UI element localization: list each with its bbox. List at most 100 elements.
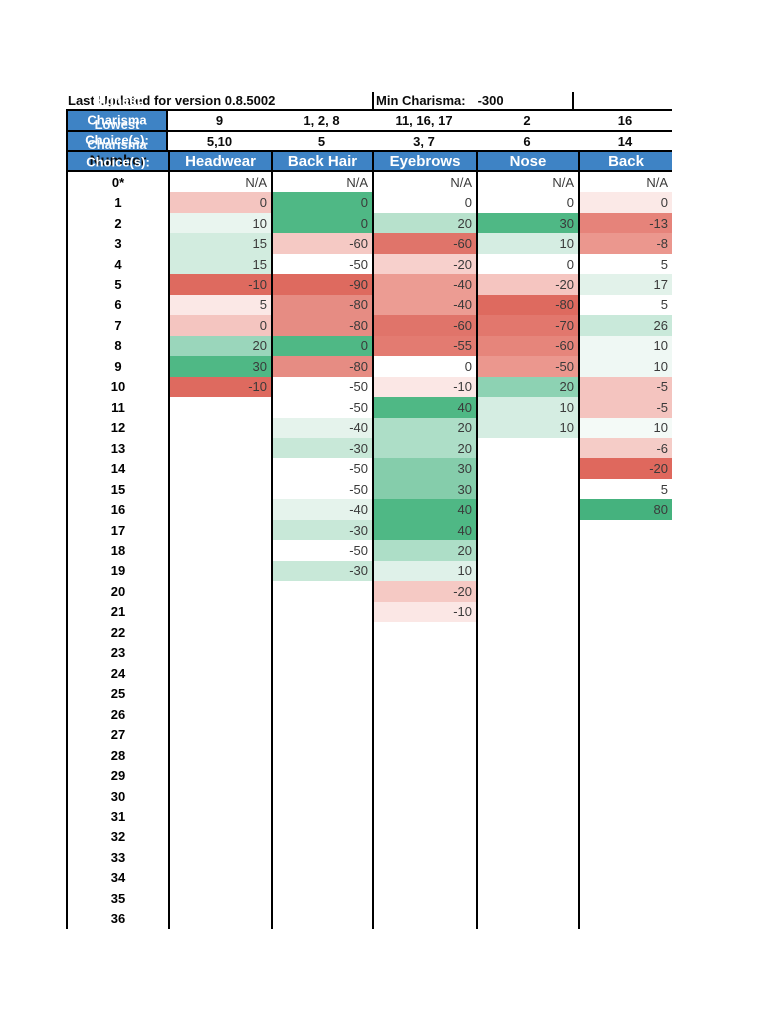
value-cell-back: -5 [578,397,672,418]
value-cell-headwear: N/A [168,172,271,193]
table-row: 2 10 0 20 30 -13 [66,212,672,234]
value-cell-back-hair [271,826,372,848]
value-cell-back-hair: 0 [271,335,372,357]
table-row: 35 [66,888,672,909]
row-number-cell: 27 [66,724,168,745]
value-cell-headwear [168,724,271,745]
value-cell-back-hair [271,888,372,909]
table-row: 21 -10 [66,601,672,623]
value-cell-eyebrows [372,744,476,766]
top-info-row: Last Updated for version 0.8.5002 Min Ch… [66,92,672,111]
value-cell-back [578,683,672,704]
value-cell-nose [476,765,578,786]
value-cell-headwear [168,908,271,929]
table-row: 32 [66,826,672,848]
table-row: 4 15 -50 -20 0 5 [66,253,672,275]
row-number-cell: 29 [66,765,168,786]
table-row: 8 20 0 -55 -60 10 [66,335,672,357]
value-cell-back-hair [271,581,372,602]
value-cell-back: 10 [578,356,672,377]
value-cell-eyebrows: 0 [372,192,476,213]
row-number-cell: 0* [66,172,168,193]
table-row: 25 [66,683,672,704]
value-cell-nose: -70 [476,315,578,336]
value-cell-headwear [168,744,271,766]
value-cell-back [578,724,672,745]
table-row: 24 [66,663,672,684]
value-cell-back [578,663,672,684]
table-row: 3 15 -60 -60 10 -8 [66,233,672,254]
value-cell-eyebrows: 20 [372,212,476,234]
value-cell-back-hair [271,785,372,807]
value-cell-eyebrows: -20 [372,253,476,275]
value-cell-headwear [168,785,271,807]
value-cell-back-hair: -80 [271,315,372,336]
highest-charisma-label-cell: Charisma Lowest [66,111,168,131]
row-number-cell: 22 [66,622,168,643]
value-cell-back: -6 [578,437,672,459]
value-cell-headwear: 0 [168,192,271,213]
charisma-table: Last Updated for version 0.8.5002 Min Ch… [66,92,672,930]
value-cell-back-hair: -60 [271,233,372,254]
value-cell-back [578,785,672,807]
header-eyebrows: Eyebrows [372,152,476,170]
value-cell-back: 10 [578,417,672,438]
value-cell-nose [476,867,578,889]
highest-nose: 2 [523,113,531,128]
value-cell-nose [476,560,578,582]
value-cell-back-hair: -50 [271,253,372,275]
value-cell-headwear: -10 [168,274,271,295]
value-cell-eyebrows [372,683,476,704]
row-number-cell: 19 [66,560,168,582]
table-row: 27 [66,724,672,745]
value-cell-back-hair [271,663,372,684]
table-row: 16 -40 40 80 [66,499,672,520]
value-cell-eyebrows: 0 [372,356,476,377]
value-cell-headwear: 0 [168,315,271,336]
value-cell-back-hair: -40 [271,417,372,438]
value-cell-nose [476,478,578,500]
value-cell-back-hair: 0 [271,212,372,234]
value-cell-nose: 0 [476,192,578,213]
header-back-hair: Back Hair [271,152,372,170]
value-cell-back-hair [271,622,372,643]
table-row: 36 [66,908,672,929]
table-row: 7 0 -80 -60 -70 26 [66,315,672,336]
value-cell-back [578,908,672,929]
value-cell-eyebrows: -60 [372,233,476,254]
value-cell-eyebrows [372,867,476,889]
row-number-cell: 28 [66,744,168,766]
row-number-cell: 7 [66,315,168,336]
table-row: 30 [66,785,672,807]
value-cell-headwear: 5 [168,294,271,316]
highest-back-hair: 1, 2, 8 [303,113,340,128]
value-cell-back [578,806,672,827]
label-choices: Choice(s): [85,132,149,148]
value-cell-back-hair: -50 [271,458,372,479]
table-row: 20 -20 [66,581,672,602]
value-cell-back-hair [271,806,372,827]
header-headwear: Headwear [168,152,271,170]
value-cell-nose: 0 [476,253,578,275]
value-cell-headwear [168,847,271,868]
value-cell-nose [476,908,578,929]
value-cell-back-hair: -50 [271,478,372,500]
value-cell-headwear [168,663,271,684]
value-cell-nose [476,437,578,459]
row-number-cell: 3 [66,233,168,254]
lowest-back-hair: 5 [317,133,326,149]
value-cell-nose: N/A [476,172,578,193]
value-cell-eyebrows [372,908,476,929]
table-row: 17 -30 40 [66,519,672,541]
value-cell-eyebrows: 30 [372,478,476,500]
value-cell-nose [476,683,578,704]
value-cell-headwear: 30 [168,356,271,377]
value-cell-back: 17 [578,274,672,295]
value-cell-nose: 10 [476,397,578,418]
value-cell-nose: 20 [476,376,578,398]
value-cell-back-hair: N/A [271,172,372,193]
value-cell-nose [476,744,578,766]
value-cell-eyebrows: 40 [372,397,476,418]
value-cell-back-hair: -80 [271,294,372,316]
